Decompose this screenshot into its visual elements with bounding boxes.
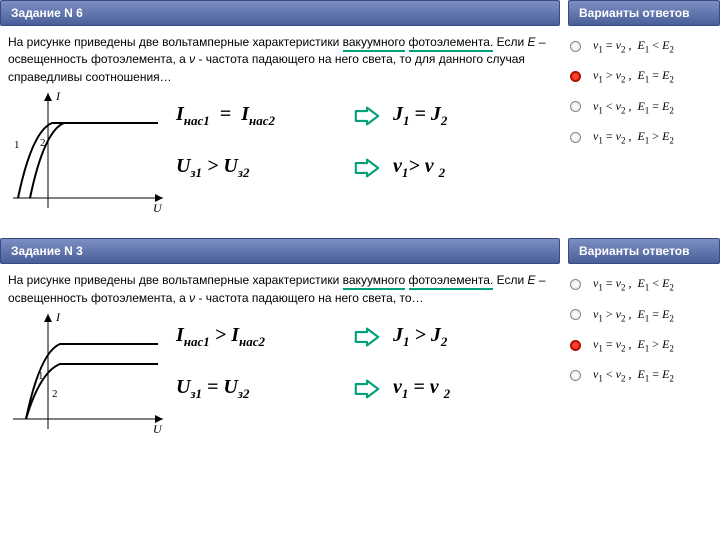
- radio-icon[interactable]: [570, 101, 581, 112]
- header-row: Задание N 6 Варианты ответов: [0, 0, 720, 26]
- radio-icon[interactable]: [570, 340, 581, 351]
- answers-panel: ν1 = ν2 , E1 < E2 ν1 > ν2 , E1 = E2 ν1 =…: [570, 264, 720, 439]
- implies-arrow-icon: [353, 327, 381, 347]
- answer-option[interactable]: ν1 = ν2 , E1 < E2: [570, 276, 720, 292]
- implies-arrow-icon: [353, 379, 381, 399]
- answer-option[interactable]: ν1 > ν2 , E1 = E2: [570, 307, 720, 323]
- implies-arrow-icon: [353, 106, 381, 126]
- answers-header: Варианты ответов: [568, 0, 720, 26]
- formula-right: J1 = J2: [393, 103, 447, 129]
- task-body: На рисунке приведены две вольтамперные х…: [0, 264, 720, 439]
- content-row: I U 1 2 Iнас1 = Iнас2 J1 = J2 Uз1 > Uз2 …: [8, 88, 554, 218]
- formula-row: Iнас1 = Iнас2 J1 = J2: [176, 103, 554, 129]
- question-panel: На рисунке приведены две вольтамперные х…: [0, 26, 562, 218]
- task-header: Задание N 6: [0, 0, 560, 26]
- radio-icon[interactable]: [570, 370, 581, 381]
- svg-text:2: 2: [40, 137, 46, 149]
- formula-right: ν1 = ν 2: [393, 376, 450, 402]
- svg-text:U: U: [153, 201, 163, 215]
- answers-header: Варианты ответов: [568, 238, 720, 264]
- answer-text: ν1 = ν2 , E1 > E2: [593, 337, 674, 353]
- formula-left: Iнас1 = Iнас2: [176, 103, 341, 129]
- answer-text: ν1 < ν2 , E1 = E2: [593, 367, 674, 383]
- content-row: I U 1 2 Iнас1 > Iнас2 J1 > J2 Uз1 = Uз2 …: [8, 309, 554, 439]
- answer-text: ν1 > ν2 , E1 = E2: [593, 307, 674, 323]
- task-header: Задание N 3: [0, 238, 560, 264]
- formulas: Iнас1 = Iнас2 J1 = J2 Uз1 > Uз2 ν1> ν 2: [168, 88, 554, 218]
- answer-text: ν1 < ν2 , E1 = E2: [593, 99, 674, 115]
- answer-option[interactable]: ν1 = ν2 , E1 > E2: [570, 129, 720, 145]
- svg-text:1: 1: [14, 139, 20, 151]
- answer-option[interactable]: ν1 = ν2 , E1 > E2: [570, 337, 720, 353]
- formula-right: ν1> ν 2: [393, 155, 445, 181]
- formula-left: Uз1 = Uз2: [176, 376, 341, 402]
- prompt-text: На рисунке приведены две вольтамперные х…: [8, 34, 554, 86]
- task-body: На рисунке приведены две вольтамперные х…: [0, 26, 720, 218]
- prompt-text: На рисунке приведены две вольтамперные х…: [8, 272, 554, 307]
- svg-text:I: I: [55, 310, 61, 324]
- answer-option[interactable]: ν1 > ν2 , E1 = E2: [570, 68, 720, 84]
- svg-text:2: 2: [52, 388, 58, 400]
- header-row: Задание N 3 Варианты ответов: [0, 238, 720, 264]
- iv-graph: I U 1 2: [8, 88, 168, 218]
- answers-panel: ν1 = ν2 , E1 < E2 ν1 > ν2 , E1 = E2 ν1 <…: [570, 26, 720, 218]
- answer-text: ν1 = ν2 , E1 > E2: [593, 129, 674, 145]
- answer-option[interactable]: ν1 = ν2 , E1 < E2: [570, 38, 720, 54]
- radio-icon[interactable]: [570, 71, 581, 82]
- answer-option[interactable]: ν1 < ν2 , E1 = E2: [570, 99, 720, 115]
- formula-row: Iнас1 > Iнас2 J1 > J2: [176, 324, 554, 350]
- task-1: Задание N 3 Варианты ответов На рисунке …: [0, 238, 720, 439]
- svg-text:I: I: [55, 89, 61, 103]
- radio-icon[interactable]: [570, 132, 581, 143]
- answer-text: ν1 > ν2 , E1 = E2: [593, 68, 674, 84]
- formula-left: Uз1 > Uз2: [176, 155, 341, 181]
- radio-icon[interactable]: [570, 41, 581, 52]
- formula-row: Uз1 > Uз2 ν1> ν 2: [176, 155, 554, 181]
- implies-arrow-icon: [353, 158, 381, 178]
- formula-row: Uз1 = Uз2 ν1 = ν 2: [176, 376, 554, 402]
- svg-text:1: 1: [38, 370, 44, 382]
- svg-text:U: U: [153, 422, 163, 436]
- radio-icon[interactable]: [570, 279, 581, 290]
- formula-left: Iнас1 > Iнас2: [176, 324, 341, 350]
- formulas: Iнас1 > Iнас2 J1 > J2 Uз1 = Uз2 ν1 = ν 2: [168, 309, 554, 439]
- formula-right: J1 > J2: [393, 324, 447, 350]
- iv-graph: I U 1 2: [8, 309, 168, 439]
- task-0: Задание N 6 Варианты ответов На рисунке …: [0, 0, 720, 218]
- question-panel: На рисунке приведены две вольтамперные х…: [0, 264, 562, 439]
- radio-icon[interactable]: [570, 309, 581, 320]
- answer-option[interactable]: ν1 < ν2 , E1 = E2: [570, 367, 720, 383]
- answer-text: ν1 = ν2 , E1 < E2: [593, 276, 674, 292]
- answer-text: ν1 = ν2 , E1 < E2: [593, 38, 674, 54]
